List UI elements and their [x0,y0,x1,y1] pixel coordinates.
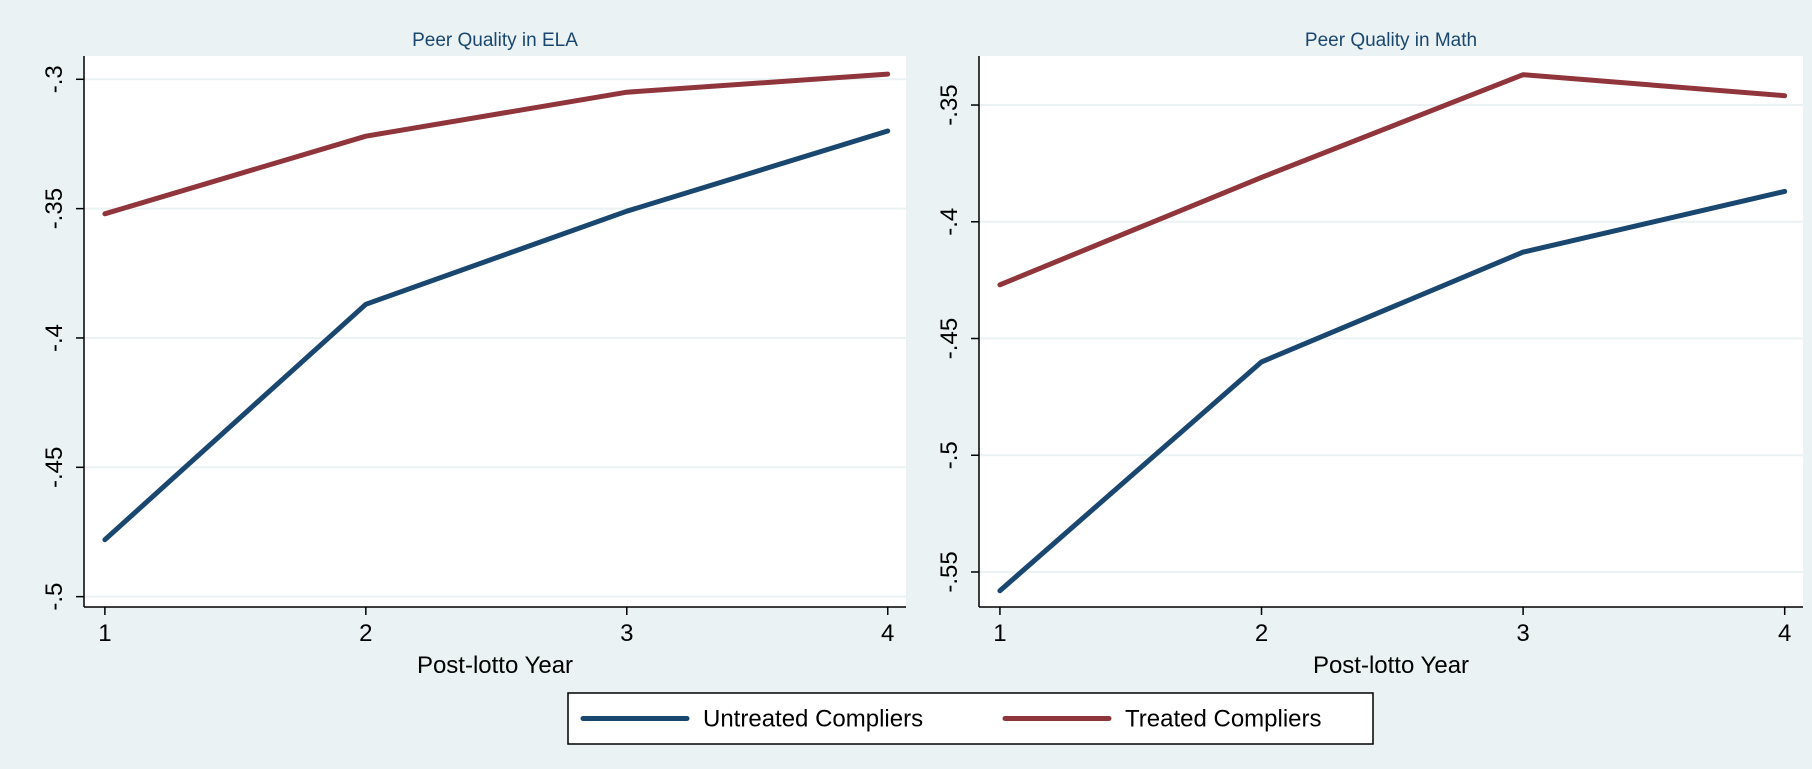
x-axis-label: Post-lotto Year [1313,652,1469,679]
x-tick-label: 4 [881,620,894,647]
series-line-2 [997,72,1788,288]
y-tick-label: -.4 [41,324,68,352]
series-line-1 [997,188,1788,594]
y-tick-label: -.3 [41,65,68,93]
y-tick-label: -.35 [936,84,963,125]
x-tick-label: 4 [1778,620,1791,647]
panel-1: Peer Quality in ELA -.5 -.45 -.4 -.35 -.3 1 2 3 4… [41,30,906,679]
legend-box [567,692,1374,745]
x-tick-label: 1 [993,620,1006,647]
y-tick-label: -.4 [936,208,963,236]
panel-2: Peer Quality in Math -.55 -.5 -.45 -.4 -.35 1 2… [936,30,1803,679]
x-tick-label: 3 [620,620,633,647]
x-tick-label: 3 [1516,620,1529,647]
chart-title: Peer Quality in ELA [412,30,578,51]
y-tick-label: -.55 [936,551,963,592]
x-tick-label: 2 [359,620,372,647]
x-tick-label: 2 [1255,620,1268,647]
chart-title: Peer Quality in Math [1305,30,1477,51]
y-tick-label: -.5 [41,583,68,611]
legend: Untreated Compliers Treated Compliers [567,692,1374,745]
y-tick-label: -.35 [41,188,68,229]
chart-panels: Peer Quality in ELA -.5 -.45 -.4 -.35 -.3 1 2 3 4… [41,30,1803,679]
legend-label: Treated Compliers [1125,706,1322,733]
y-tick-label: -.45 [936,318,963,359]
y-tick-label: -.45 [41,447,68,488]
plot-area [84,56,906,607]
x-axis-label: Post-lotto Year [417,652,573,679]
plot-area [979,56,1803,607]
x-tick-label: 1 [98,620,111,647]
series-line-1 [102,128,891,543]
series-line-2 [102,71,891,217]
legend-label: Untreated Compliers [703,706,923,733]
y-tick-label: -.5 [936,441,963,469]
